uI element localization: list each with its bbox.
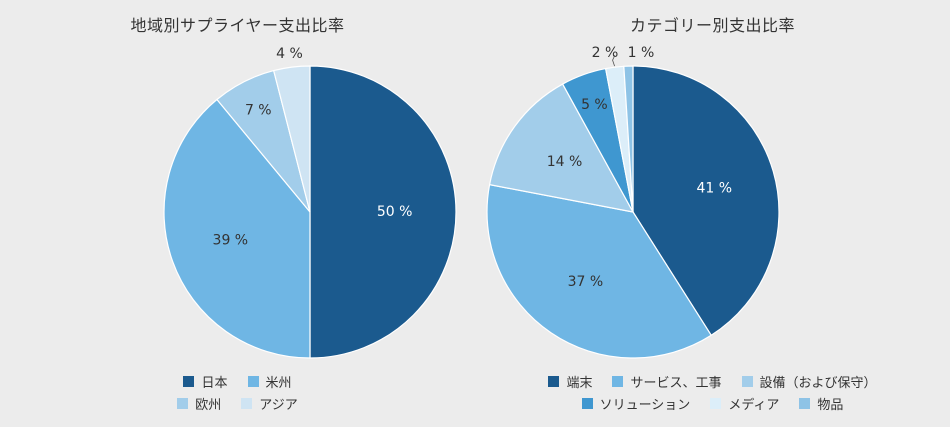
legend-label: アジア: [259, 397, 298, 413]
category-spend-chart: カテゴリー別支出比率 41 % 37 % 14 % 5 % 2 % 1 % 端末 サービス…: [475, 0, 950, 427]
legend-swatch: [581, 397, 593, 409]
category-legend: 端末 サービス、工事 設備（および保守） ソリューション メ: [475, 370, 950, 414]
pie-slice-5: [623, 65, 634, 213]
legend-label: 欧州: [195, 397, 222, 413]
legend-swatch: [241, 397, 253, 409]
legend-swatch: [183, 375, 195, 387]
slice-label-0: 41 %: [697, 180, 733, 196]
pie-slice-0: [309, 65, 457, 359]
slice-label-1: 39 %: [213, 233, 249, 249]
legend-swatch: [741, 375, 753, 387]
legend-item-japan: 日本: [183, 372, 228, 391]
legend-swatch: [177, 397, 189, 409]
legend-label: メディア: [728, 397, 780, 413]
slice-label-2: 14 %: [547, 154, 583, 170]
legend-item-media: メディア: [710, 394, 779, 413]
legend-item-europe: 欧州: [177, 394, 221, 413]
legend-label: 日本: [201, 375, 228, 391]
category-chart-title: カテゴリー別支出比率: [629, 16, 795, 35]
legend-item-services: サービス、工事: [612, 372, 722, 391]
legend-swatch: [247, 375, 259, 387]
slice-label-4: 2 %: [592, 45, 619, 61]
region-chart-title: 地域別サプライヤー支出比率: [130, 16, 345, 35]
slice-label-5: 1 %: [628, 45, 655, 61]
pie-slice-2: [488, 83, 635, 213]
legend-row: 端末 サービス、工事 設備（および保守）: [475, 370, 950, 392]
legend-row: ソリューション メディア 物品: [475, 392, 950, 414]
slice-label-2: 7 %: [245, 103, 272, 119]
pie-slice-3: [272, 65, 311, 213]
pie-slice-1: [486, 183, 713, 359]
slice-label-3: 4 %: [276, 46, 303, 62]
legend-row: 日本 米州: [0, 370, 475, 392]
legend-item-americas: 米州: [247, 372, 292, 391]
legend-swatch: [612, 375, 624, 387]
category-pie: 41 % 37 % 14 % 5 % 2 % 1 %: [486, 45, 780, 359]
region-pie: 50 % 39 % 7 % 4 %: [163, 46, 457, 359]
legend-label: 設備（および保守）: [759, 375, 877, 391]
legend-item-asia: アジア: [241, 394, 298, 413]
pie-slice-0: [632, 65, 780, 337]
legend-label: 物品: [817, 397, 844, 413]
leader-line: [612, 54, 616, 67]
pie-slice-1: [163, 98, 311, 359]
legend-label: 米州: [265, 375, 292, 391]
legend-swatch: [548, 375, 560, 387]
region-legend: 日本 米州 欧州 アジア: [0, 370, 475, 414]
slice-label-3: 5 %: [581, 97, 608, 113]
legend-row: 欧州 アジア: [0, 392, 475, 414]
legend-swatch: [710, 397, 722, 409]
legend-item-equipment: 設備（および保守）: [741, 372, 877, 391]
legend-item-goods: 物品: [799, 394, 843, 413]
legend-swatch: [799, 397, 811, 409]
slice-label-1: 37 %: [568, 274, 604, 290]
legend-item-terminals: 端末: [548, 372, 592, 391]
legend-item-solutions: ソリューション: [581, 394, 691, 413]
legend-label: サービス、工事: [630, 375, 722, 391]
region-spend-chart: 地域別サプライヤー支出比率 50 % 39 % 7 % 4 % 日本 米州 欧州: [0, 16, 475, 414]
legend-label: 端末: [566, 375, 593, 391]
slice-label-0: 50 %: [377, 204, 413, 220]
legend-label: ソリューション: [599, 397, 691, 413]
